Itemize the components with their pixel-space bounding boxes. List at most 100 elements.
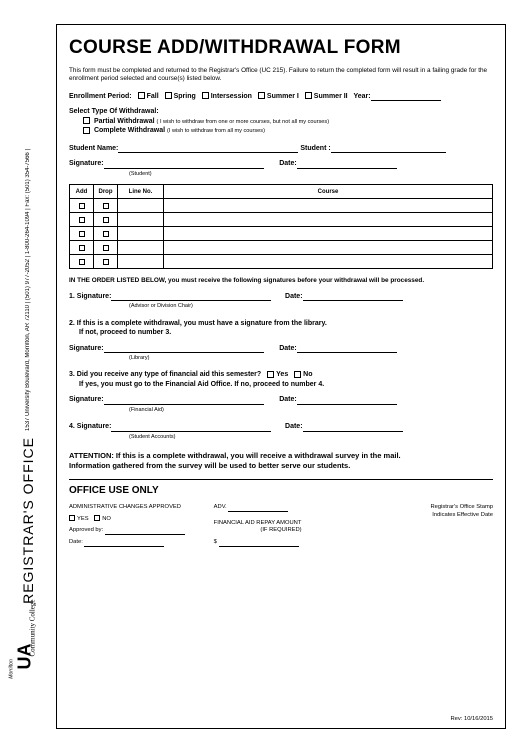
withdraw-heading: Select Type Of Withdrawal: [69,107,493,116]
add-checkbox[interactable] [79,259,85,265]
student-id-input[interactable] [331,144,446,153]
sig2-label: Signature: [69,345,104,352]
student-name-input[interactable] [118,144,298,153]
opt-s2: Summer II [314,93,348,100]
admin-no: NO [102,516,111,522]
table-row [70,213,493,227]
aid-yes: Yes [276,371,288,378]
enrollment-row: Enrollment Period: Fall Spring Intersess… [69,92,493,101]
partial-label: Partial Withdrawal [94,118,155,125]
th-lineno: Line No. [118,185,164,199]
lineno-cell[interactable] [118,227,164,241]
year-label: Year: [353,93,370,100]
order-note: IN THE ORDER LISTED BELOW, you must rece… [69,277,493,286]
course-table: Add Drop Line No. Course [69,184,493,269]
approved-by-input[interactable] [105,528,185,535]
stamp-2: Indicates Effective Date [358,512,493,520]
year-input[interactable] [371,92,441,101]
lineno-cell[interactable] [118,213,164,227]
complete-note: (I wish to withdraw from all my courses) [167,128,265,134]
sig2-input[interactable] [104,344,264,353]
lineno-cell[interactable] [118,241,164,255]
checkbox-partial[interactable] [83,117,90,124]
checkbox-intersession[interactable] [202,92,209,99]
drop-checkbox[interactable] [103,217,109,223]
student-id-label: Student : [300,145,330,152]
student-date-input[interactable] [297,160,397,169]
sig3-label: Signature: [69,396,104,403]
student-sig-input[interactable] [104,160,264,169]
course-cell[interactable] [164,199,493,213]
table-row [70,255,493,269]
attention-1: ATTENTION: If this is a complete withdra… [69,451,493,461]
form-title: COURSE ADD/WITHDRAWAL FORM [69,35,493,61]
course-cell[interactable] [164,213,493,227]
checkbox-aid-yes[interactable] [267,371,274,378]
adv-input[interactable] [228,505,288,512]
opt-spring: Spring [174,93,196,100]
sig4-date-label: Date: [285,423,303,430]
admin-yes: YES [77,516,89,522]
sig1-input[interactable] [111,292,271,301]
checkbox-summer2[interactable] [305,92,312,99]
step3-row: 3. Did you receive any type of financial… [69,370,493,379]
checkbox-admin-yes[interactable] [69,515,75,521]
sig4-row: 4. Signature: Date: [69,422,493,431]
student-sig-row: Signature: Date: [69,159,493,168]
attention-2: Information gathered from the survey wil… [69,461,493,471]
add-checkbox[interactable] [79,217,85,223]
checkbox-summer1[interactable] [258,92,265,99]
office-col-2: ADV. FINANCIAL AID REPAY AMOUNT (IF REQU… [214,504,349,547]
checkbox-complete[interactable] [83,127,90,134]
opt-s1: Summer I [267,93,299,100]
admin-label: ADMINISTRATIVE CHANGES APPROVED [69,504,204,512]
sig4-label: 4. Signature: [69,423,111,430]
lineno-cell[interactable] [118,255,164,269]
opt-inter: Intersession [211,93,252,100]
drop-checkbox[interactable] [103,259,109,265]
course-cell[interactable] [164,241,493,255]
table-row [70,227,493,241]
office-col-1: ADMINISTRATIVE CHANGES APPROVED YES NO A… [69,504,204,547]
checkbox-spring[interactable] [165,92,172,99]
sig2-under: (Library) [69,355,493,362]
course-cell[interactable] [164,255,493,269]
drop-checkbox[interactable] [103,245,109,251]
sig3-input[interactable] [104,396,264,405]
checkbox-aid-no[interactable] [294,371,301,378]
approved-by-label: Approved by: [69,527,103,533]
sig1-date-input[interactable] [303,292,403,301]
sig1-under: (Advisor or Division Chair) [69,303,493,310]
add-checkbox[interactable] [79,203,85,209]
add-checkbox[interactable] [79,231,85,237]
sig1-row: 1. Signature: Date: [69,292,493,301]
sig4-input[interactable] [111,423,271,432]
lineno-cell[interactable] [118,199,164,213]
aid-no: No [303,371,312,378]
checkbox-fall[interactable] [138,92,145,99]
checkbox-admin-no[interactable] [94,515,100,521]
office-date-input[interactable] [84,540,164,547]
opt-fall: Fall [147,93,159,100]
drop-checkbox[interactable] [103,231,109,237]
stamp-1: Registrar's Office Stamp [358,504,493,512]
course-cell[interactable] [164,227,493,241]
sig2-date-input[interactable] [297,344,397,353]
enroll-label: Enrollment Period: [69,93,132,100]
sig3-date-input[interactable] [297,396,397,405]
sig1-date-label: Date: [285,293,303,300]
th-add: Add [70,185,94,199]
student-sig-label: Signature: [69,160,104,167]
step2-text: 2. If this is a complete withdrawal, you… [69,319,493,328]
table-row [70,199,493,213]
add-checkbox[interactable] [79,245,85,251]
sig4-date-input[interactable] [303,423,403,432]
sidebar: 1537 University Boulevard, Morrilton, AR… [8,40,48,700]
office-grid: ADMINISTRATIVE CHANGES APPROVED YES NO A… [69,504,493,547]
dollar-input[interactable] [219,540,299,547]
drop-checkbox[interactable] [103,203,109,209]
revision-date: Rev: 10/16/2015 [450,716,493,724]
office-col-3: Registrar's Office Stamp Indicates Effec… [358,504,493,547]
sig1-label: 1. Signature: [69,293,111,300]
th-course: Course [164,185,493,199]
